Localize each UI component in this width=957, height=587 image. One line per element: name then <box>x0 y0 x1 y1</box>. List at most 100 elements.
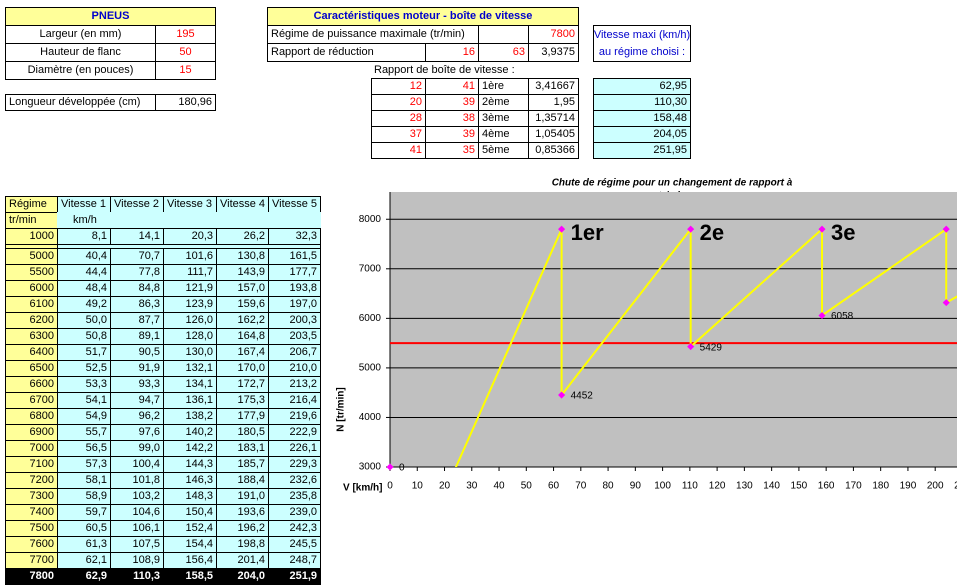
gear-name: 5ème <box>478 142 529 159</box>
marker <box>942 225 950 233</box>
regime-cell: 7400 <box>5 504 58 521</box>
regime-cell: 7700 <box>5 552 58 569</box>
speed-cell: 222,9 <box>268 424 321 441</box>
speed-cell: 146,3 <box>163 472 217 489</box>
speed-cell: 138,2 <box>163 408 217 425</box>
regime-cell: 6200 <box>5 312 58 329</box>
speed-cell: 56,5 <box>57 440 111 457</box>
speed-cell: 158,5 <box>163 568 217 585</box>
x-axis-label: V [km/h] <box>343 483 382 494</box>
speed-cell: 100,4 <box>110 456 164 473</box>
speed-cell: 177,7 <box>268 264 321 281</box>
speed-cell: 62,1 <box>57 552 111 569</box>
data-label: 5429 <box>700 342 723 353</box>
speed-cell: 130,0 <box>163 344 217 361</box>
y-tick-label: 8000 <box>359 214 382 225</box>
data-label: 0 <box>399 463 405 474</box>
gear-name: 1ère <box>478 78 529 95</box>
regime-cell: 6700 <box>5 392 58 409</box>
speed-cell: 201,4 <box>216 552 269 569</box>
regime-cell: 7200 <box>5 472 58 489</box>
gear-ratio: 3,41667 <box>528 78 579 95</box>
regime-cell: 7600 <box>5 536 58 553</box>
longueur-value: 180,96 <box>155 94 216 111</box>
speed-cell: 55,7 <box>57 424 111 441</box>
reduction-a: 16 <box>425 43 479 62</box>
regime-cell: 6900 <box>5 424 58 441</box>
speed-cell: 232,6 <box>268 472 321 489</box>
speed-cell: 20,3 <box>163 228 217 245</box>
speed-cell: 248,7 <box>268 552 321 569</box>
x-tick-label: 100 <box>654 481 671 492</box>
marker <box>386 463 394 471</box>
table-header: Vitesse 4 <box>216 196 269 213</box>
speed-cell: 49,2 <box>57 296 111 313</box>
speed-cell: 107,5 <box>110 536 164 553</box>
regime-cell: 7500 <box>5 520 58 537</box>
speed-cell: 59,7 <box>57 504 111 521</box>
speed-cell: 84,8 <box>110 280 164 297</box>
pneus-label: Hauteur de flanc <box>5 43 156 62</box>
gear-ratio: 1,95 <box>528 94 579 111</box>
speed-cell: 157,0 <box>216 280 269 297</box>
reduction-ratio: 3,9375 <box>528 43 579 62</box>
speed-cell: 200,3 <box>268 312 321 329</box>
y-axis-label: N [tr/min] <box>336 387 347 431</box>
speed-cell: 106,1 <box>110 520 164 537</box>
speed-cell: 185,7 <box>216 456 269 473</box>
x-tick-label: 160 <box>818 481 835 492</box>
x-tick-label: 90 <box>630 481 642 492</box>
speed-cell: 99,0 <box>110 440 164 457</box>
y-tick-label: 4000 <box>359 412 382 423</box>
speed-cell: 58,1 <box>57 472 111 489</box>
speed-cell: 121,9 <box>163 280 217 297</box>
table-unit: km/h <box>57 212 321 229</box>
gear-name: 4ème <box>478 126 529 143</box>
vitesse-value: 251,95 <box>593 142 691 159</box>
x-tick-label: 150 <box>791 481 808 492</box>
regime-cell: 6600 <box>5 376 58 393</box>
speed-cell: 167,4 <box>216 344 269 361</box>
gear-annotation: 1er <box>571 220 604 245</box>
speed-cell: 204,0 <box>216 568 269 585</box>
speed-cell: 144,3 <box>163 456 217 473</box>
speed-cell: 110,3 <box>110 568 164 585</box>
speed-cell: 245,5 <box>268 536 321 553</box>
regime-cell: 7800 <box>5 568 58 585</box>
speed-cell: 134,1 <box>163 376 217 393</box>
speed-cell: 183,1 <box>216 440 269 457</box>
x-tick-label: 170 <box>845 481 862 492</box>
chart-title: Chute de régime pour un changement de ra… <box>552 178 793 189</box>
speed-cell: 101,8 <box>110 472 164 489</box>
table-unit: tr/min <box>5 212 58 229</box>
marker <box>558 225 566 233</box>
speed-cell: 156,4 <box>163 552 217 569</box>
speed-cell: 140,2 <box>163 424 217 441</box>
gear-annotation: 3e <box>831 220 855 245</box>
speed-cell: 136,1 <box>163 392 217 409</box>
gear-b: 41 <box>425 78 479 95</box>
regime-cell: 5000 <box>5 248 58 265</box>
speed-cell: 235,8 <box>268 488 321 505</box>
speed-cell: 89,1 <box>110 328 164 345</box>
vitesse-header: Vitesse maxi (km/h) <box>593 28 691 41</box>
regime-value: 7800 <box>528 25 579 44</box>
regime-cell: 7100 <box>5 456 58 473</box>
gear-b: 39 <box>425 126 479 143</box>
x-tick-label: 190 <box>900 481 917 492</box>
x-tick-label: 80 <box>603 481 615 492</box>
speed-cell: 213,2 <box>268 376 321 393</box>
vitesse-value: 110,30 <box>593 94 691 111</box>
speed-cell: 132,1 <box>163 360 217 377</box>
speed-cell: 164,8 <box>216 328 269 345</box>
regime-cell: 6500 <box>5 360 58 377</box>
speed-cell: 180,5 <box>216 424 269 441</box>
gear-name: 2ème <box>478 94 529 111</box>
speed-cell: 53,3 <box>57 376 111 393</box>
table-header: Vitesse 1 <box>57 196 111 213</box>
regime-cell: 1000 <box>5 228 58 245</box>
speed-cell: 126,0 <box>163 312 217 329</box>
speed-cell: 61,3 <box>57 536 111 553</box>
speed-cell: 239,0 <box>268 504 321 521</box>
